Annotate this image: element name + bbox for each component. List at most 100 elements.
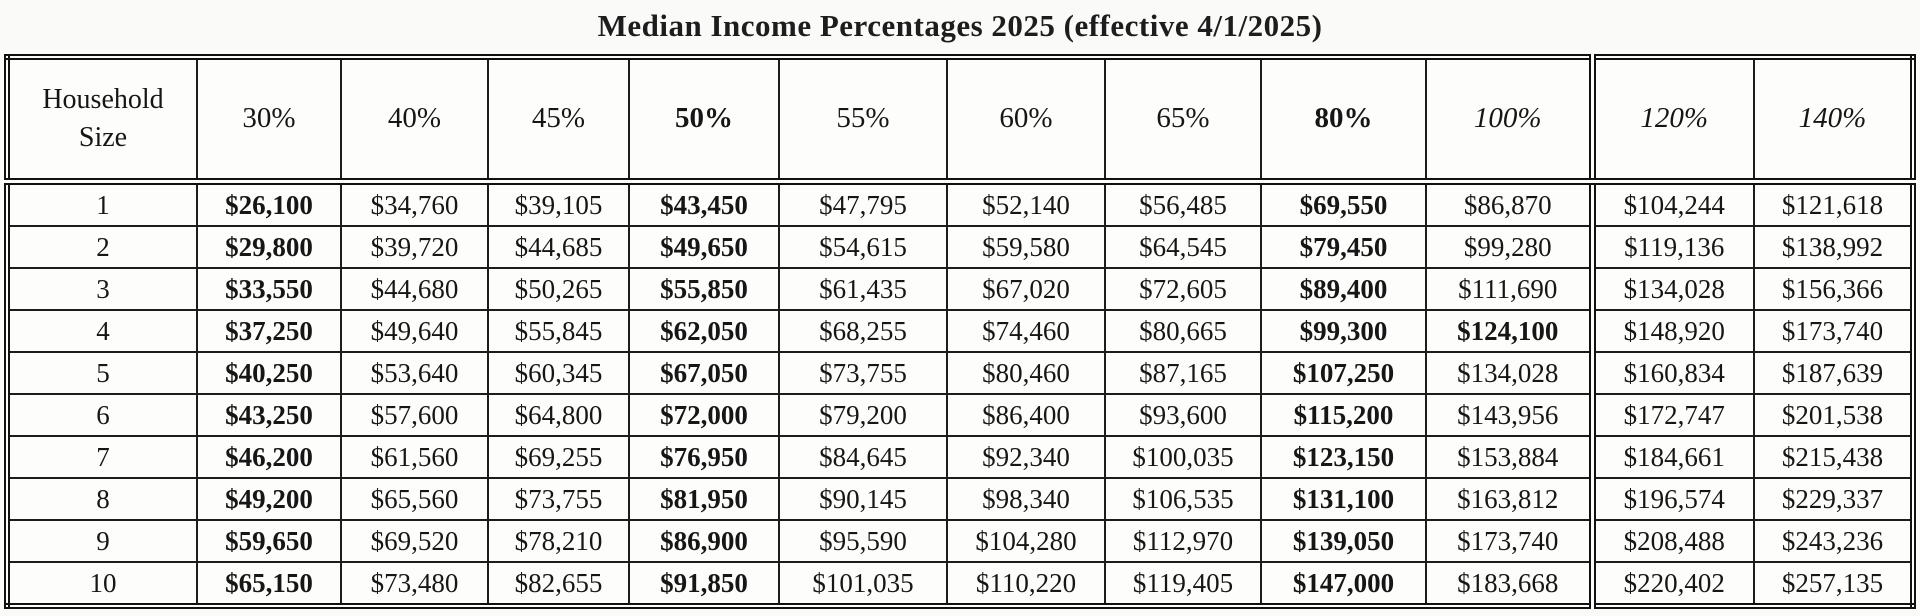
income-cell: $87,165	[1104, 351, 1262, 395]
income-cell: $39,105	[487, 180, 630, 227]
income-cell: $72,605	[1104, 267, 1262, 311]
income-cell: $147,000	[1260, 561, 1427, 607]
income-cell: $131,100	[1260, 477, 1427, 521]
income-cell: $80,665	[1104, 309, 1262, 353]
income-cell: $65,150	[196, 561, 342, 607]
income-cell: $201,538	[1753, 393, 1914, 437]
column-header-80-percent: 80%	[1260, 56, 1427, 185]
income-cell: $123,150	[1260, 435, 1427, 479]
column-header-100-percent: 100%	[1425, 56, 1593, 185]
income-cell: $55,850	[628, 267, 780, 311]
income-cell: $134,028	[1425, 351, 1593, 395]
income-cell: $173,740	[1425, 519, 1593, 563]
household-size-cell: 1	[6, 180, 198, 227]
column-header-50-percent: 50%	[628, 56, 780, 185]
household-size-cell: 6	[6, 393, 198, 437]
income-cell: $81,950	[628, 477, 780, 521]
column-header-60-percent: 60%	[946, 56, 1106, 185]
income-cell: $69,520	[340, 519, 489, 563]
household-size-cell: 8	[6, 477, 198, 521]
document-title: Median Income Percentages 2025 (effectiv…	[597, 8, 1323, 43]
income-cell: $39,720	[340, 225, 489, 269]
income-cell: $84,645	[778, 435, 948, 479]
income-cell: $50,265	[487, 267, 630, 311]
table-row-10: 10 $65,150 $73,480 $82,655 $91,850 $101,035 $1…	[6, 561, 1914, 607]
income-cell: $104,244	[1588, 180, 1755, 227]
household-size-cell: 10	[6, 561, 198, 607]
income-cell: $34,760	[340, 180, 489, 227]
column-header-120-percent: 120%	[1588, 56, 1755, 185]
income-cell: $86,900	[628, 519, 780, 563]
table-row-4: 4 $37,250 $49,640 $55,845 $62,050 $68,255 $74,…	[6, 309, 1914, 353]
column-header-45-percent: 45%	[487, 56, 630, 185]
income-cell: $172,747	[1588, 393, 1755, 437]
income-cell: $56,485	[1104, 180, 1262, 227]
income-cell: $74,460	[946, 309, 1106, 353]
income-cell: $79,450	[1260, 225, 1427, 269]
column-header-40-percent: 40%	[340, 56, 489, 185]
column-header-140-percent: 140%	[1753, 56, 1914, 185]
income-cell: $73,755	[487, 477, 630, 521]
income-cell: $92,340	[946, 435, 1106, 479]
income-cell: $100,035	[1104, 435, 1262, 479]
median-income-table: Household Size 30% 40% 45% 50% 55% 60% 65% 80% 1…	[4, 54, 1916, 609]
table-row-6: 6 $43,250 $57,600 $64,800 $72,000 $79,200 $86,…	[6, 393, 1914, 437]
income-cell: $124,100	[1425, 309, 1593, 353]
income-cell: $86,400	[946, 393, 1106, 437]
income-cell: $37,250	[196, 309, 342, 353]
income-cell: $67,020	[946, 267, 1106, 311]
income-cell: $60,345	[487, 351, 630, 395]
table-row-9: 9 $59,650 $69,520 $78,210 $86,900 $95,590 $104…	[6, 519, 1914, 563]
income-cell: $59,580	[946, 225, 1106, 269]
income-cell: $64,800	[487, 393, 630, 437]
income-cell: $119,136	[1588, 225, 1755, 269]
household-size-cell: 2	[6, 225, 198, 269]
column-header-household-size: Household Size	[6, 56, 198, 185]
income-cell: $59,650	[196, 519, 342, 563]
income-cell: $46,200	[196, 435, 342, 479]
table-row-1: 1 $26,100 $34,760 $39,105 $43,450 $47,795 $52,…	[6, 180, 1914, 227]
column-header-30-percent: 30%	[196, 56, 342, 185]
income-cell: $62,050	[628, 309, 780, 353]
table-row-2: 2 $29,800 $39,720 $44,685 $49,650 $54,615 $59,…	[6, 225, 1914, 269]
income-cell: $57,600	[340, 393, 489, 437]
income-cell: $229,337	[1753, 477, 1914, 521]
income-cell: $73,480	[340, 561, 489, 607]
table-body: 1 $26,100 $34,760 $39,105 $43,450 $47,795 $52,…	[6, 180, 1914, 607]
income-cell: $49,200	[196, 477, 342, 521]
table-row-5: 5 $40,250 $53,640 $60,345 $67,050 $73,755 $80,…	[6, 351, 1914, 395]
income-cell: $184,661	[1588, 435, 1755, 479]
income-cell: $26,100	[196, 180, 342, 227]
income-cell: $61,435	[778, 267, 948, 311]
income-cell: $90,145	[778, 477, 948, 521]
income-cell: $61,560	[340, 435, 489, 479]
income-cell: $107,250	[1260, 351, 1427, 395]
income-cell: $40,250	[196, 351, 342, 395]
income-cell: $143,956	[1425, 393, 1593, 437]
income-cell: $44,685	[487, 225, 630, 269]
income-cell: $93,600	[1104, 393, 1262, 437]
income-cell: $54,615	[778, 225, 948, 269]
income-cell: $73,755	[778, 351, 948, 395]
income-cell: $65,560	[340, 477, 489, 521]
income-cell: $49,650	[628, 225, 780, 269]
income-cell: $69,255	[487, 435, 630, 479]
income-cell: $148,920	[1588, 309, 1755, 353]
income-cell: $183,668	[1425, 561, 1593, 607]
income-cell: $121,618	[1753, 180, 1914, 227]
income-cell: $78,210	[487, 519, 630, 563]
household-size-cell: 4	[6, 309, 198, 353]
income-cell: $112,970	[1104, 519, 1262, 563]
income-cell: $115,200	[1260, 393, 1427, 437]
income-cell: $76,950	[628, 435, 780, 479]
income-cell: $139,050	[1260, 519, 1427, 563]
household-size-cell: 5	[6, 351, 198, 395]
table-header: Household Size 30% 40% 45% 50% 55% 60% 65% 80% 1…	[6, 56, 1914, 185]
income-cell: $215,438	[1753, 435, 1914, 479]
income-cell: $243,236	[1753, 519, 1914, 563]
income-cell: $196,574	[1588, 477, 1755, 521]
income-cell: $220,402	[1588, 561, 1755, 607]
income-cell: $138,992	[1753, 225, 1914, 269]
income-cell: $43,450	[628, 180, 780, 227]
